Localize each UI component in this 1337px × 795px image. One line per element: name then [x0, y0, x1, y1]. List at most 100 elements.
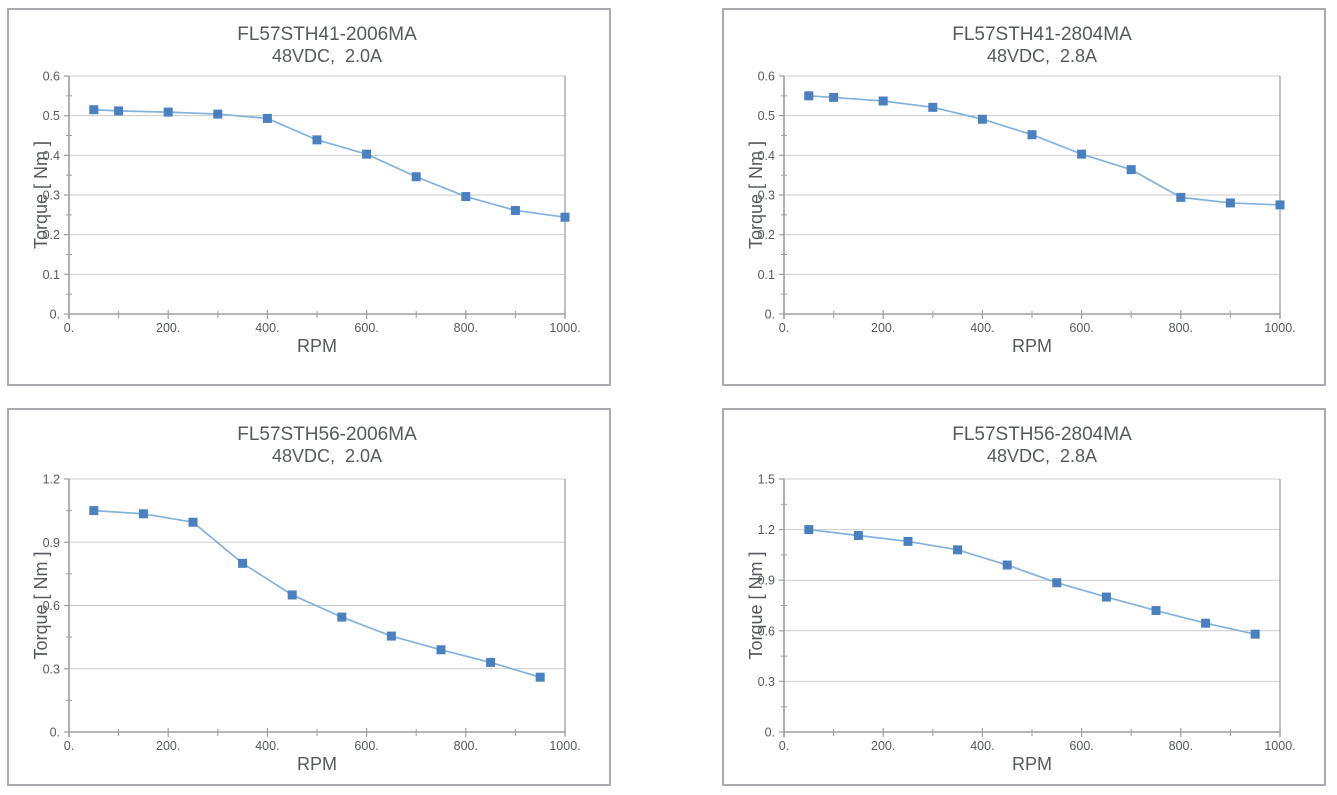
torque-curve-plot: 0. 0.1 0.2 0.3 0.4 0.5 0.6 0. 200. 400. 600. 800. 10… [31, 24, 581, 356]
torque-series-line [808, 528, 1256, 636]
x-tick-label: 0. [64, 321, 74, 335]
y-tick-label: 0.2 [43, 228, 60, 242]
y-tick-label: 0. [50, 308, 60, 322]
x-tick-label: 1000. [549, 321, 580, 335]
y-tick-label: 0.9 [43, 536, 60, 550]
x-tick-label: 0. [64, 739, 74, 753]
chart-title: FL57STH41-2006MA [237, 24, 417, 45]
y-tick-label: 1.2 [758, 523, 775, 537]
y-tick-label: 0.3 [758, 189, 775, 203]
y-tick-label: 0.5 [43, 109, 60, 123]
torque-series-line [93, 509, 541, 678]
x-tick-label: 200. [156, 321, 180, 335]
y-axis-label: Torque [ Nm ] [31, 141, 51, 249]
data-point-marker [1275, 200, 1285, 210]
data-point-marker [486, 657, 496, 667]
data-point-marker [461, 192, 471, 202]
data-point-marker [1101, 592, 1111, 602]
chart-subtitle: 48VDC, 2.8A [987, 446, 1097, 466]
x-tick-label: 600. [354, 321, 378, 335]
data-point-marker [188, 517, 198, 527]
x-tick-label: 400. [970, 739, 994, 753]
data-point-marker [362, 149, 372, 159]
torque-curve-plot: 0. 0.3 0.6 0.9 1.2 0. 200. 400. 600. 800. 1000. FL5… [31, 424, 581, 774]
torque-curve-plot: 0. 0.1 0.2 0.3 0.4 0.5 0.6 0. 200. 400. 600. 800. 10… [746, 24, 1296, 356]
x-tick-label: 0. [779, 739, 789, 753]
y-tick-label: 0.3 [43, 189, 60, 203]
x-axis-label: RPM [1012, 754, 1052, 774]
y-tick-label: 0.2 [758, 228, 775, 242]
chart-title: FL57STH56-2006MA [237, 424, 417, 445]
y-tick-label: 0.6 [43, 70, 60, 84]
data-point-marker [1077, 149, 1087, 159]
chart-fl57sth41-2006ma: 0. 0.1 0.2 0.3 0.4 0.5 0.6 0. 200. 400. 600. 800. 10… [7, 8, 611, 386]
data-point-marker [804, 525, 814, 535]
charts-grid: 0. 0.1 0.2 0.3 0.4 0.5 0.6 0. 200. 400. 600. 800. 10… [7, 8, 1337, 786]
data-point-marker [262, 113, 272, 123]
x-tick-label: 0. [779, 321, 789, 335]
y-tick-label: 0.5 [758, 109, 775, 123]
x-tick-label: 800. [454, 321, 478, 335]
data-point-marker [1176, 192, 1186, 202]
y-tick-label: 0. [765, 726, 775, 740]
x-tick-label: 1000. [1264, 321, 1295, 335]
y-tick-label: 0.4 [758, 149, 775, 163]
data-point-marker [138, 509, 148, 519]
data-point-marker [312, 135, 322, 145]
data-point-marker [1052, 578, 1062, 588]
y-tick-label: 0.3 [758, 675, 775, 689]
x-tick-label: 200. [871, 739, 895, 753]
y-tick-label: 0.3 [43, 662, 60, 676]
y-tick-label: 0. [765, 308, 775, 322]
data-point-marker [535, 672, 545, 682]
y-axis-label: Torque [ Nm ] [746, 141, 766, 249]
x-tick-label: 1000. [1264, 739, 1295, 753]
data-point-marker [1002, 560, 1012, 570]
data-point-marker [1201, 618, 1211, 628]
data-point-marker [1250, 629, 1260, 639]
x-tick-label: 400. [970, 321, 994, 335]
data-point-marker [1151, 606, 1161, 616]
data-point-marker [411, 172, 421, 182]
chart-subtitle: 48VDC, 2.0A [272, 446, 382, 466]
y-axis-label: Torque [ Nm ] [746, 551, 766, 659]
data-point-marker [163, 107, 173, 117]
x-tick-label: 400. [255, 321, 279, 335]
y-tick-label: 0.9 [758, 574, 775, 588]
y-tick-label: 0.6 [758, 624, 775, 638]
data-point-marker [287, 590, 297, 600]
data-point-marker [510, 205, 520, 215]
data-point-marker [903, 536, 913, 546]
y-axis-label: Torque [ Nm ] [31, 551, 51, 659]
y-tick-label: 0. [50, 726, 60, 740]
data-point-marker [1027, 130, 1037, 140]
y-tick-label: 1.5 [758, 473, 775, 487]
data-point-marker [114, 106, 124, 116]
data-point-marker [853, 531, 863, 541]
data-point-marker [829, 92, 839, 102]
data-point-marker [89, 105, 99, 115]
chart-title: FL57STH41-2804MA [952, 24, 1132, 45]
chart-subtitle: 48VDC, 2.8A [987, 46, 1097, 66]
chart-fl57sth56-2804ma: 0. 0.3 0.6 0.9 1.2 1.5 0. 200. 400. 600. 800. 1000.… [722, 408, 1326, 786]
x-tick-label: 400. [255, 739, 279, 753]
x-axis-label: RPM [297, 754, 337, 774]
x-tick-label: 600. [1069, 739, 1093, 753]
chart-fl57sth56-2006ma: 0. 0.3 0.6 0.9 1.2 0. 200. 400. 600. 800. 1000. FL5… [7, 408, 611, 786]
x-tick-label: 1000. [549, 739, 580, 753]
torque-curve-plot: 0. 0.3 0.6 0.9 1.2 1.5 0. 200. 400. 600. 800. 1000.… [746, 424, 1296, 774]
data-point-marker [1126, 165, 1136, 175]
x-tick-label: 600. [1069, 321, 1093, 335]
x-axis-label: RPM [1012, 336, 1052, 356]
data-point-marker [928, 102, 938, 112]
data-point-marker [386, 631, 396, 641]
x-tick-label: 800. [1169, 321, 1193, 335]
x-tick-label: 200. [871, 321, 895, 335]
data-point-marker [436, 645, 446, 655]
torque-series-line [808, 94, 1281, 206]
x-tick-label: 800. [454, 739, 478, 753]
x-axis-label: RPM [297, 336, 337, 356]
data-point-marker [878, 96, 888, 106]
x-tick-label: 200. [156, 739, 180, 753]
data-point-marker [804, 91, 814, 101]
